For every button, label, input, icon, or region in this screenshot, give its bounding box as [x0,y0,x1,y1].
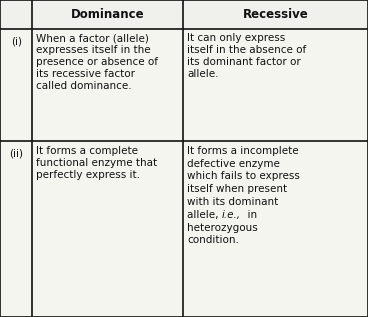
Bar [0,0,368,29]
Text: Dominance: Dominance [71,8,145,21]
Text: condition.: condition. [187,236,239,245]
Text: heterozygous: heterozygous [187,223,258,233]
Text: Recessive: Recessive [243,8,308,21]
Text: It forms a complete
functional enzyme that
perfectly express it.: It forms a complete functional enzyme th… [36,146,157,180]
Text: in: in [241,210,257,220]
Text: with its dominant: with its dominant [187,197,278,207]
Text: It forms a incomplete: It forms a incomplete [187,146,298,156]
Text: When a factor (allele)
expresses itself in the
presence or absence of
its recess: When a factor (allele) expresses itself … [36,33,158,91]
Text: defective enzyme: defective enzyme [187,158,280,169]
Text: (i): (i) [11,36,22,46]
Text: allele,: allele, [187,210,222,220]
Text: itself when present: itself when present [187,184,287,194]
Text: which fails to express: which fails to express [187,171,300,181]
Text: It can only express
itself in the absence of
its dominant factor or
allele.: It can only express itself in the absenc… [187,33,306,79]
Text: i.e.,: i.e., [222,210,241,220]
Text: (ii): (ii) [9,149,23,159]
